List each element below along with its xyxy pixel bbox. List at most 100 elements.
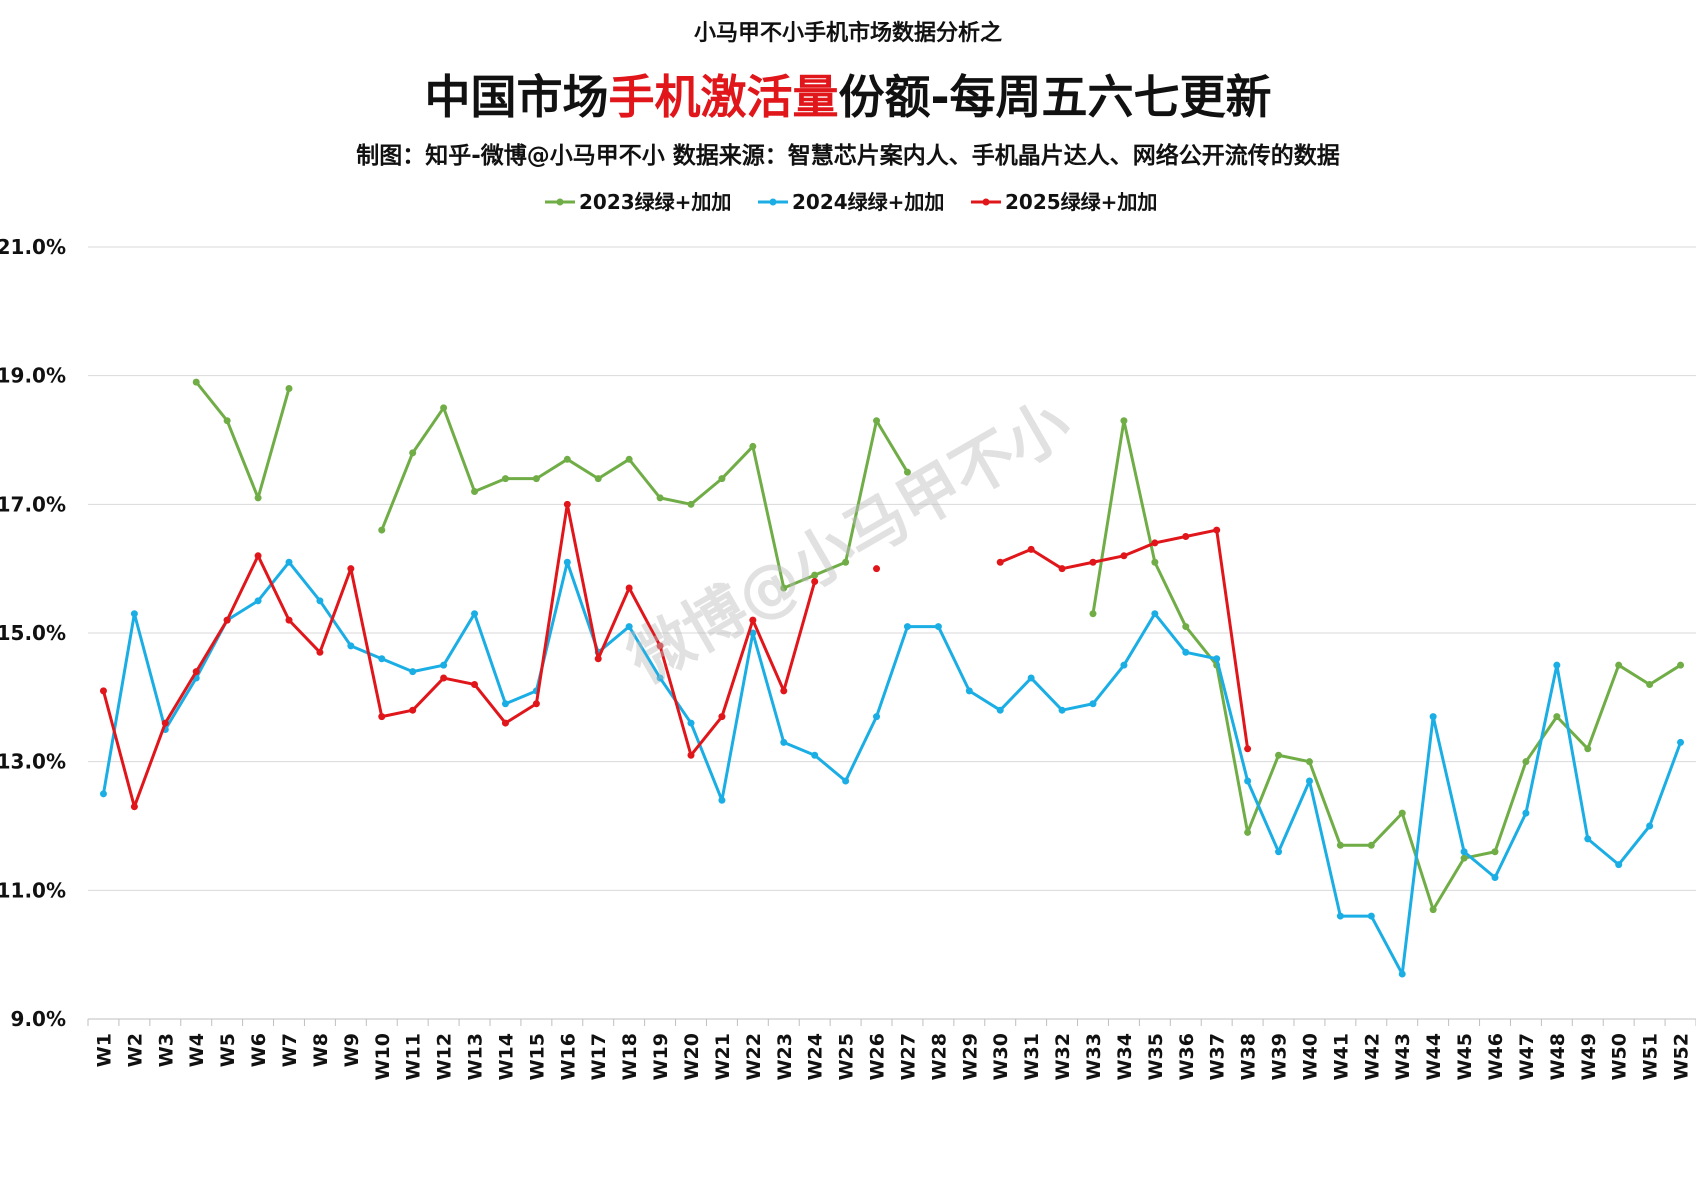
data-point [1367, 912, 1375, 920]
data-point [1584, 835, 1592, 843]
data-point [192, 668, 200, 676]
x-tick-label: W34 [1114, 1033, 1136, 1080]
data-point [1553, 713, 1561, 721]
x-tick-label: W17 [588, 1033, 610, 1080]
data-point [254, 552, 262, 560]
data-point [780, 584, 788, 592]
data-point [1491, 873, 1499, 881]
data-point [1182, 623, 1190, 631]
data-point [532, 700, 540, 708]
x-tick-label: W2 [124, 1033, 146, 1067]
data-point [1553, 661, 1561, 669]
x-tick-label: W32 [1052, 1033, 1074, 1080]
data-point [1460, 854, 1468, 862]
legend-label: 2023绿绿+加加 [579, 190, 731, 214]
x-tick-label: W31 [1021, 1033, 1043, 1080]
data-point [1151, 539, 1159, 547]
data-point [285, 616, 293, 624]
x-tick-label: W40 [1299, 1033, 1321, 1080]
data-point [842, 558, 850, 566]
data-point [749, 442, 757, 450]
x-tick-label: W51 [1640, 1033, 1662, 1080]
data-point [254, 597, 262, 605]
series-line [101, 560, 1682, 976]
x-tick-label: W49 [1578, 1033, 1600, 1080]
data-point [1491, 848, 1499, 856]
data-point [1460, 848, 1468, 856]
data-point [1646, 680, 1654, 688]
chart-title-part: 份额-每周五六七更新 [838, 70, 1271, 124]
x-tick-label: W39 [1269, 1033, 1291, 1080]
x-tick-label: W5 [217, 1033, 239, 1067]
data-point [811, 571, 819, 579]
data-point [625, 623, 633, 631]
data-point [625, 455, 633, 463]
data-point [811, 578, 819, 586]
data-point [749, 629, 757, 637]
x-tick-label: W27 [897, 1033, 919, 1080]
data-point [1677, 661, 1685, 669]
data-point [471, 487, 479, 495]
data-point [1244, 777, 1252, 785]
x-tick-label: W3 [155, 1033, 177, 1067]
legend-marker [769, 198, 777, 206]
data-point [687, 719, 695, 727]
data-point [1275, 751, 1283, 759]
data-point [1615, 861, 1623, 869]
data-point [1275, 848, 1283, 856]
data-point [316, 597, 324, 605]
legend-label: 2025绿绿+加加 [1005, 190, 1157, 214]
x-tick-label: W20 [681, 1033, 703, 1080]
data-point [811, 751, 819, 759]
watermark: 微博@小马甲不小 [615, 386, 1082, 698]
data-point [161, 719, 169, 727]
x-tick-label: W7 [279, 1033, 301, 1067]
x-tick-label: W29 [959, 1033, 981, 1080]
data-point [1213, 526, 1221, 534]
data-point [1244, 828, 1252, 836]
grid [88, 246, 1696, 1020]
data-point [996, 558, 1004, 566]
data-point [1646, 822, 1654, 830]
data-point [594, 475, 602, 483]
data-point [563, 500, 571, 508]
data-point [873, 713, 881, 721]
data-point [780, 687, 788, 695]
series-line [195, 381, 291, 500]
y-tick-label: 15.0% [0, 621, 66, 645]
y-tick-label: 11.0% [0, 878, 66, 902]
data-point [1089, 558, 1097, 566]
x-tick-label: W14 [495, 1033, 517, 1080]
x-tick-label: W37 [1207, 1033, 1229, 1080]
series-1 [99, 558, 1685, 978]
x-tick-label: W11 [403, 1033, 425, 1080]
x-tick-label: W16 [557, 1033, 579, 1080]
x-tick-label: W52 [1671, 1033, 1693, 1080]
data-point [1398, 970, 1406, 978]
data-point [99, 790, 107, 798]
data-point [254, 494, 262, 502]
x-tick-label: W21 [712, 1033, 734, 1080]
y-tick-label: 17.0% [0, 492, 66, 516]
x-tick-label: W35 [1145, 1033, 1167, 1080]
data-point [1522, 809, 1530, 817]
data-point [656, 674, 664, 682]
data-point [780, 738, 788, 746]
data-point [347, 565, 355, 573]
data-point [563, 455, 571, 463]
y-tick-label: 9.0% [11, 1007, 66, 1031]
x-tick-label: W9 [341, 1033, 363, 1067]
legend-marker [556, 198, 564, 206]
series-2 [99, 500, 1252, 811]
chart-title: 中国市场手机激活量份额-每周五六七更新 [424, 70, 1271, 124]
data-point [842, 777, 850, 785]
data-point [687, 500, 695, 508]
data-point [1182, 533, 1190, 540]
data-point [378, 655, 386, 663]
data-point [656, 494, 664, 502]
x-tick-label: W22 [743, 1033, 765, 1080]
legend-marker [982, 198, 990, 206]
data-point [749, 616, 757, 624]
data-point [1398, 809, 1406, 817]
